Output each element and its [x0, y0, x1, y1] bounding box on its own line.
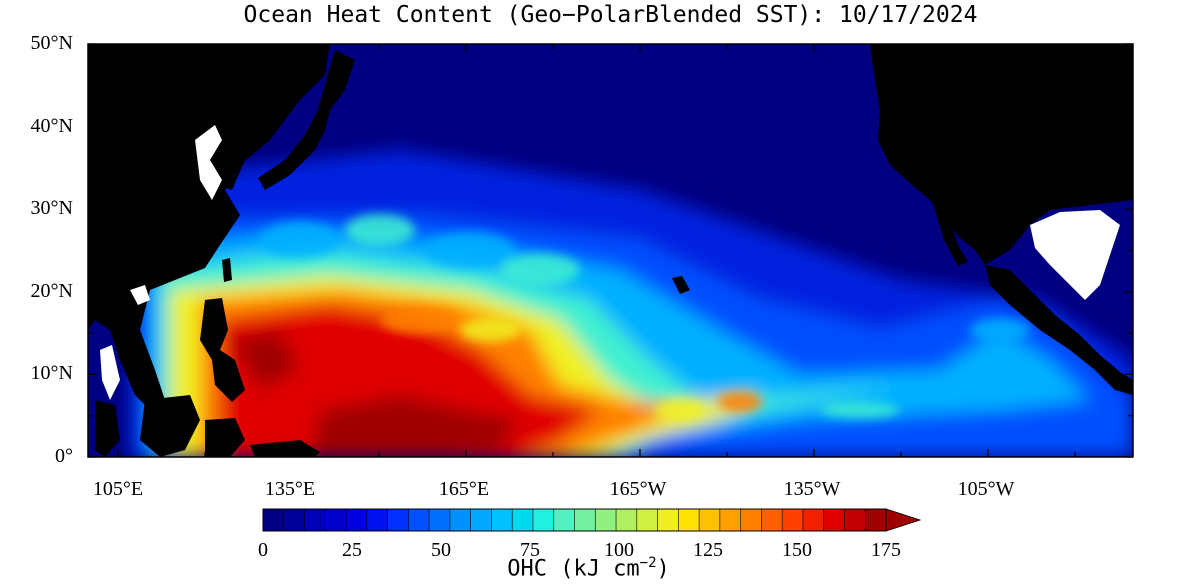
- lon-label: 165°W: [609, 478, 667, 500]
- colorbar-swatch: [532, 508, 555, 532]
- heat-field: [130, 150, 1133, 457]
- axis-ticks: [88, 43, 1133, 458]
- lat-label: 40°N: [30, 114, 73, 137]
- colorbar-tick-label: 100: [604, 539, 634, 561]
- lon-label: 105°W: [957, 478, 1015, 500]
- colorbar-swatch: [324, 508, 347, 532]
- philippines-landmass: [200, 298, 245, 402]
- colorbar-tick-label: 125: [693, 539, 723, 561]
- japan-landmass: [258, 50, 355, 190]
- colorbar-swatch: [387, 508, 409, 532]
- colorbar-swatch: [740, 508, 763, 532]
- colorbar-tick-label: 0: [258, 539, 268, 561]
- lon-label: 105°E: [92, 478, 144, 500]
- colorbar-swatch: [615, 508, 638, 532]
- colorbar-tick-label: 175: [871, 539, 901, 561]
- lat-label: 10°N: [30, 362, 73, 385]
- colorbar-swatch: [345, 508, 368, 532]
- colorbar-swatch: [657, 508, 679, 532]
- land-masses: [88, 44, 1133, 457]
- colorbar-label: OHC (kJ cm−2): [507, 555, 670, 582]
- map-title: Ocean Heat Content (Geo−PolarBlended SST…: [243, 2, 978, 28]
- colorbar-swatch: [719, 508, 742, 532]
- colorbar-swatch: [844, 508, 866, 532]
- lat-label: 30°N: [30, 197, 73, 220]
- colorbar-swatch: [449, 508, 472, 532]
- colorbar-swatch: [491, 508, 513, 532]
- colorbar: [262, 508, 922, 532]
- colorbar-tick-label: 50: [431, 539, 451, 561]
- colorbar-tick-label: 150: [782, 539, 812, 561]
- colorbar-swatch: [553, 508, 576, 532]
- lon-label: 135°W: [783, 478, 841, 500]
- masked-areas: [100, 125, 1120, 400]
- colorbar-swatch: [802, 508, 825, 532]
- colorbar-swatch: [511, 508, 534, 532]
- lat-label: 0°: [55, 445, 73, 467]
- colorbar-swatch: [678, 508, 700, 532]
- colorbar-swatch: [262, 508, 285, 532]
- colorbar-over-arrow: [885, 508, 922, 532]
- colorbar-swatch: [698, 508, 721, 532]
- colorbar-swatch: [781, 508, 804, 532]
- north-america-landmass: [870, 44, 1133, 265]
- colorbar-swatch: [761, 508, 783, 532]
- colorbar-swatch: [408, 508, 430, 532]
- lat-label: 50°N: [30, 32, 73, 54]
- colorbar-swatch: [283, 508, 306, 532]
- colorbar-swatch: [823, 508, 846, 532]
- asia-landmass: [88, 44, 330, 410]
- colorbar-tick-label: 25: [342, 539, 362, 561]
- colorbar-swatch: [470, 508, 493, 532]
- colorbar-swatch: [636, 508, 659, 532]
- colorbar-swatch: [574, 508, 596, 532]
- colorbar-swatch: [428, 508, 451, 532]
- colorbar-swatch: [594, 508, 617, 532]
- lat-label: 20°N: [30, 279, 73, 302]
- lon-label: 165°E: [438, 478, 490, 500]
- colorbar-swatch: [864, 508, 887, 532]
- colorbar-tick-label: 75: [520, 539, 540, 561]
- colorbar-swatch: [304, 508, 326, 532]
- colorbar-swatch: [366, 508, 389, 532]
- colorbar-frame: [262, 508, 887, 532]
- lon-label: 135°E: [264, 478, 316, 500]
